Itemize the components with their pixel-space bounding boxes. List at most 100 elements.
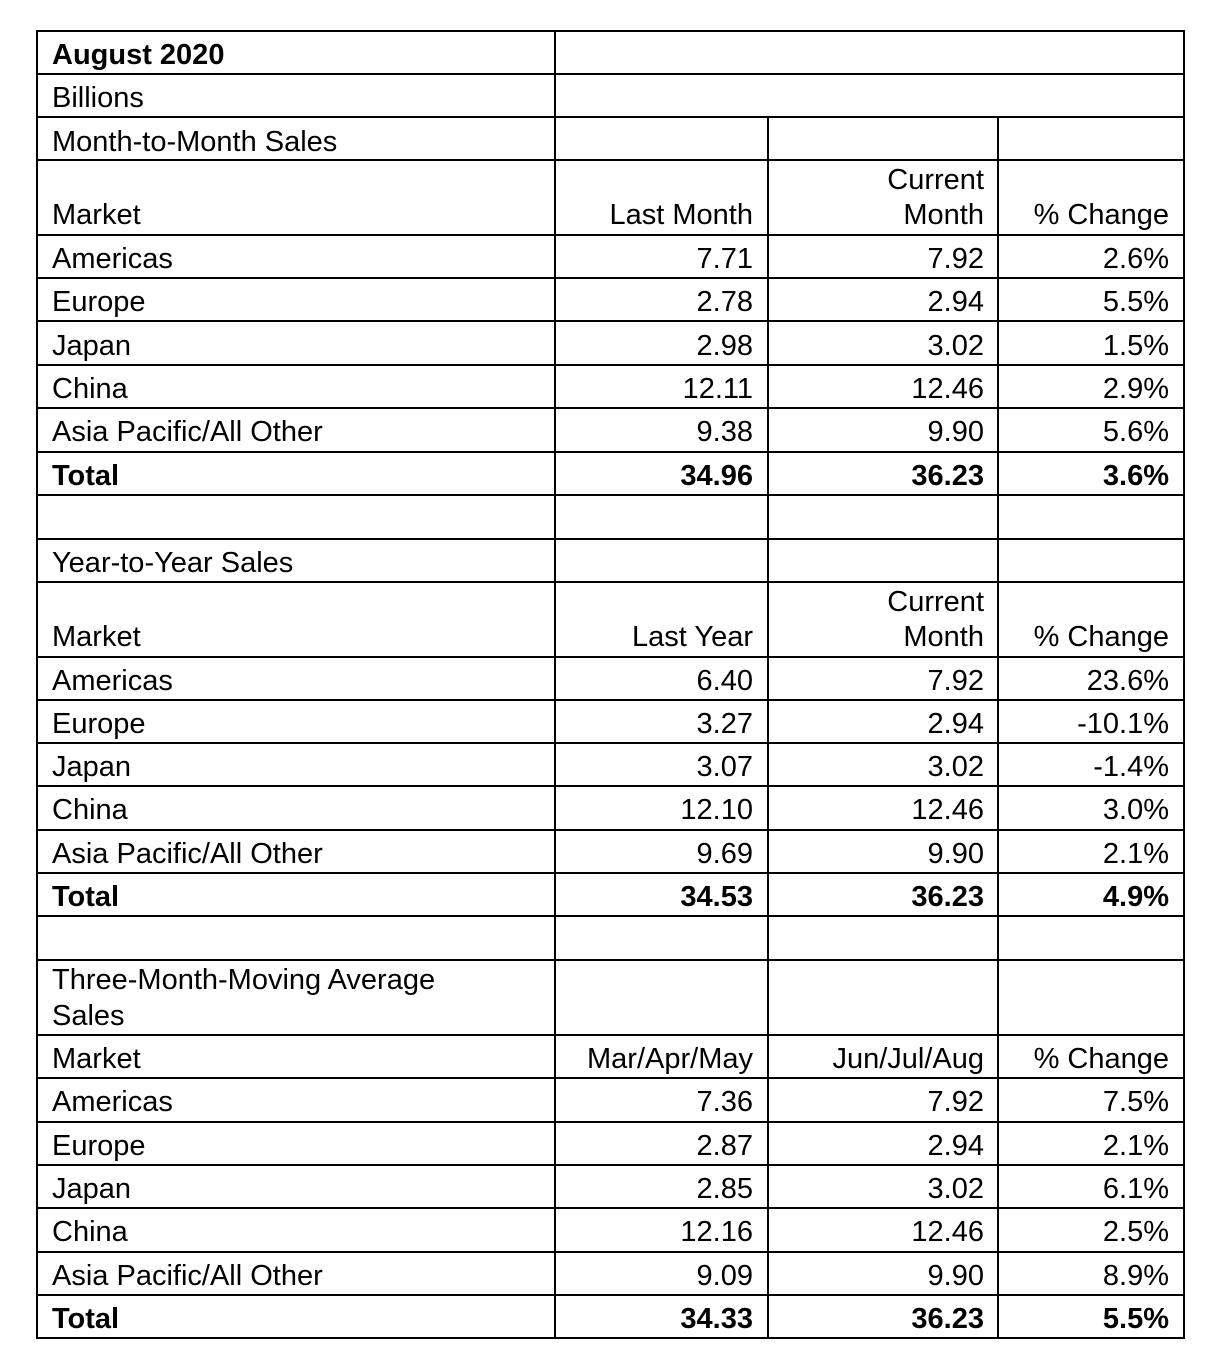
column-header-col1: Last Year	[632, 621, 753, 653]
row-pct-change: 23.6%	[1086, 665, 1169, 697]
row-market: Japan	[52, 1173, 132, 1205]
row-pct-change: 2.1%	[1102, 838, 1169, 870]
section-heading: Sales	[52, 1000, 125, 1032]
grid-line	[36, 451, 1185, 453]
row-value-1: 9.69	[696, 838, 753, 870]
grid-line	[36, 538, 1185, 540]
section-heading: Three-Month-Moving Average	[52, 964, 436, 996]
row-value-2: 7.92	[927, 665, 984, 697]
grid-line	[554, 30, 556, 1339]
grid-line	[36, 234, 1185, 236]
total-label: Total	[52, 881, 120, 913]
column-header-col2: Month	[903, 199, 984, 231]
grid-line	[997, 116, 999, 1339]
grid-line	[36, 1207, 1185, 1209]
grid-line	[36, 1294, 1185, 1296]
row-value-2: 12.46	[911, 794, 984, 826]
row-market: Americas	[52, 665, 173, 697]
row-value-1: 7.36	[696, 1086, 753, 1118]
row-pct-change: 5.6%	[1102, 416, 1169, 448]
row-value-2: 2.94	[927, 1130, 984, 1162]
row-pct-change: -10.1%	[1077, 708, 1169, 740]
column-header-col2: Jun/Jul/Aug	[832, 1043, 984, 1075]
row-market: China	[52, 1216, 128, 1248]
total-value-2: 36.23	[911, 460, 984, 492]
row-market: Japan	[52, 330, 132, 362]
grid-line	[36, 959, 1185, 961]
row-value-1: 6.40	[696, 665, 753, 697]
row-value-1: 12.11	[682, 373, 753, 405]
grid-line	[36, 320, 1185, 322]
row-market: Asia Pacific/All Other	[52, 416, 323, 448]
row-pct-change: 2.9%	[1102, 373, 1169, 405]
row-value-2: 12.46	[911, 373, 984, 405]
column-header-col2: Current	[887, 586, 984, 618]
row-value-1: 7.71	[696, 243, 753, 275]
grid-line	[36, 742, 1185, 744]
grid-line	[36, 1251, 1185, 1253]
grid-line	[36, 73, 1185, 75]
table-title: August 2020	[52, 39, 225, 71]
grid-line	[36, 364, 1185, 366]
total-value-2: 36.23	[911, 881, 984, 913]
row-value-1: 9.09	[696, 1260, 753, 1292]
column-header-pct: % Change	[1033, 1043, 1169, 1075]
row-value-1: 12.16	[680, 1216, 753, 1248]
total-value-1: 34.33	[680, 1303, 753, 1335]
row-value-1: 2.78	[696, 286, 753, 318]
total-pct-change: 4.9%	[1102, 881, 1169, 913]
grid-line	[36, 159, 1185, 161]
row-market: Europe	[52, 1130, 146, 1162]
section-heading: Month-to-Month Sales	[52, 126, 338, 158]
row-value-1: 3.27	[696, 708, 753, 740]
total-label: Total	[52, 1303, 120, 1335]
row-value-2: 3.02	[927, 330, 984, 362]
row-market: Asia Pacific/All Other	[52, 1260, 323, 1292]
total-value-1: 34.96	[680, 460, 753, 492]
row-pct-change: 2.6%	[1102, 243, 1169, 275]
column-header-pct: % Change	[1033, 621, 1169, 653]
row-value-1: 3.07	[696, 751, 753, 783]
row-value-2: 3.02	[927, 1173, 984, 1205]
grid-line	[36, 1121, 1185, 1123]
grid-line	[36, 494, 1185, 496]
row-pct-change: 7.5%	[1102, 1086, 1169, 1118]
row-value-1: 2.85	[696, 1173, 753, 1205]
grid-line	[36, 872, 1185, 874]
column-header-market: Market	[52, 621, 141, 653]
grid-line	[1183, 30, 1185, 1339]
column-header-col1: Mar/Apr/May	[587, 1043, 753, 1075]
column-header-col1: Last Month	[609, 199, 753, 231]
row-market: Asia Pacific/All Other	[52, 838, 323, 870]
row-market: China	[52, 794, 128, 826]
grid-line	[36, 1164, 1185, 1166]
total-value-1: 34.53	[680, 881, 753, 913]
row-market: Europe	[52, 708, 146, 740]
row-value-2: 9.90	[927, 1260, 984, 1292]
grid-line	[36, 1034, 1185, 1036]
grid-line	[36, 1337, 1185, 1339]
total-pct-change: 3.6%	[1102, 460, 1169, 492]
column-header-col2: Month	[903, 621, 984, 653]
grid-line	[36, 699, 1185, 701]
row-value-2: 12.46	[911, 1216, 984, 1248]
column-header-market: Market	[52, 199, 141, 231]
row-pct-change: -1.4%	[1093, 751, 1169, 783]
row-pct-change: 1.5%	[1102, 330, 1169, 362]
total-value-2: 36.23	[911, 1303, 984, 1335]
row-market: China	[52, 373, 128, 405]
row-pct-change: 2.1%	[1102, 1130, 1169, 1162]
column-header-market: Market	[52, 1043, 141, 1075]
row-value-1: 12.10	[680, 794, 753, 826]
total-label: Total	[52, 460, 120, 492]
grid-line	[36, 785, 1185, 787]
grid-line	[36, 277, 1185, 279]
units-label: Billions	[52, 82, 144, 114]
column-header-col2: Current	[887, 164, 984, 196]
row-value-2: 7.92	[927, 243, 984, 275]
total-pct-change: 5.5%	[1102, 1303, 1169, 1335]
row-market: Americas	[52, 1086, 173, 1118]
row-value-2: 3.02	[927, 751, 984, 783]
row-value-1: 2.87	[696, 1130, 753, 1162]
row-value-2: 7.92	[927, 1086, 984, 1118]
